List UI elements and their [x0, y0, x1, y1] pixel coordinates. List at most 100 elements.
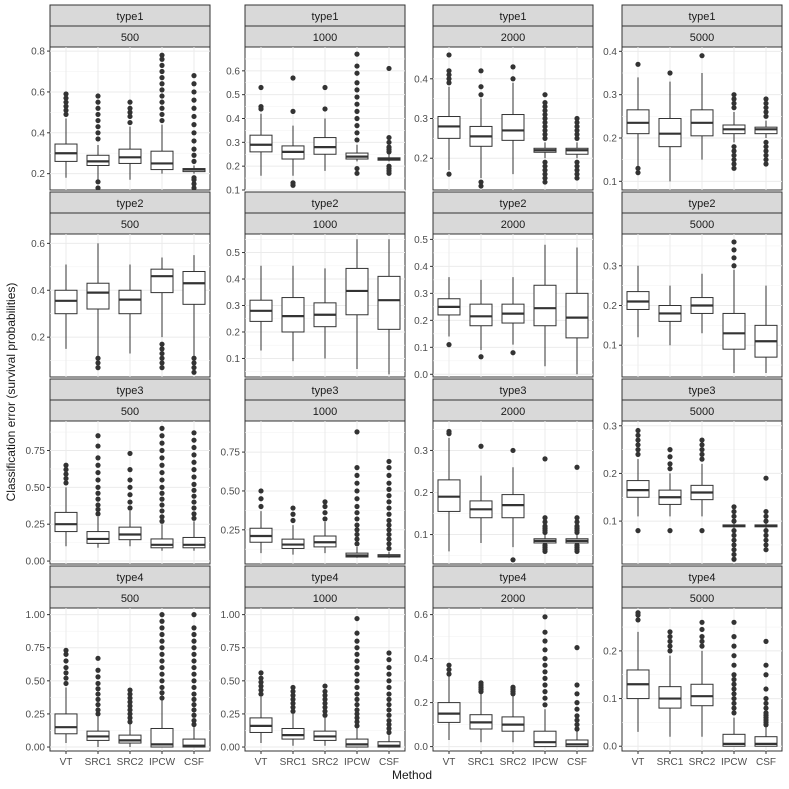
y-tick-label: 0.1: [414, 530, 428, 541]
outlier-point: [763, 547, 769, 553]
outlier-point: [191, 481, 197, 487]
y-tick-label: 0.3: [603, 421, 617, 432]
outlier-point: [731, 518, 737, 524]
outlier-point: [731, 643, 737, 649]
outlier-point: [191, 181, 197, 187]
box-ipcw: [722, 92, 746, 171]
outlier-point: [159, 690, 165, 696]
outlier-point: [542, 135, 548, 141]
outlier-point: [699, 528, 705, 534]
y-tick-label: 0.3: [226, 138, 240, 149]
outlier-point: [635, 447, 641, 453]
box-ipcw: [533, 244, 557, 367]
strip-n-label: 5000: [690, 593, 714, 605]
y-tick-label: 0.6: [414, 610, 428, 621]
box-ipcw: [722, 619, 746, 747]
strip-n-label: 500: [121, 32, 139, 44]
outlier-point: [258, 103, 264, 110]
outlier-point: [258, 670, 264, 676]
outlier-point: [667, 528, 673, 534]
outlier-point: [322, 712, 328, 718]
outlier-point: [159, 625, 165, 631]
box-iqr: [345, 738, 369, 748]
strip-type-label: type1: [500, 11, 527, 23]
y-tick-label: 0.0: [414, 370, 428, 381]
outlier-point: [191, 146, 197, 152]
outlier-point: [95, 124, 101, 130]
strip-n: 500: [49, 399, 211, 422]
box-src2: [690, 273, 714, 334]
box-csf: [565, 645, 589, 748]
strip-type-label: type4: [312, 572, 339, 584]
outlier-point: [95, 105, 101, 111]
box-iqr: [722, 733, 746, 747]
outlier-point: [478, 443, 484, 449]
outlier-point: [290, 704, 296, 710]
y-tick-label: 0.3: [414, 114, 428, 125]
outlier-point: [354, 696, 360, 702]
outlier-point: [127, 715, 133, 721]
box-vt: [437, 662, 461, 740]
x-tick-label: SRC2: [500, 757, 527, 768]
outlier-point: [386, 134, 392, 141]
box-ipcw: [722, 504, 746, 562]
box-vt: [54, 647, 78, 744]
outlier-point: [159, 440, 165, 446]
y-tick-label: 0.2: [31, 333, 45, 344]
outlier-point: [386, 517, 392, 524]
outlier-point: [63, 670, 69, 676]
outlier-point: [542, 515, 548, 521]
strip-type: type2: [49, 191, 211, 214]
outlier-point: [510, 684, 516, 690]
outlier-point: [191, 658, 197, 664]
outlier-point: [574, 523, 580, 529]
outlier-point: [386, 721, 392, 728]
outlier-point: [63, 467, 69, 473]
y-tick-label: 0.4: [31, 286, 45, 297]
outlier-point: [731, 672, 737, 678]
strip-n-label: 1000: [313, 32, 337, 44]
outlier-point: [354, 536, 360, 542]
outlier-point: [159, 618, 165, 624]
y-tick-label: 0.2: [414, 154, 428, 165]
outlier-point: [763, 532, 769, 539]
outlier-point: [159, 433, 165, 439]
outlier-point: [159, 651, 165, 657]
outlier-point: [159, 678, 165, 684]
outlier-point: [95, 686, 101, 692]
outlier-point: [191, 691, 197, 697]
box-vt: [249, 265, 273, 351]
strip-type: type4: [621, 565, 783, 588]
outlier-point: [354, 671, 360, 677]
box-src2: [313, 268, 337, 359]
box-vt: [54, 91, 78, 178]
strip-n: 500: [49, 586, 211, 609]
outlier-point: [478, 84, 484, 90]
y-tick-label: 0.25: [26, 520, 46, 531]
box-vt: [249, 84, 273, 176]
outlier-point: [510, 76, 516, 82]
box-iqr: [150, 727, 174, 748]
outlier-point: [191, 355, 197, 361]
outlier-point: [159, 469, 165, 476]
outlier-point: [635, 170, 641, 176]
outlier-point: [386, 531, 392, 538]
outlier-point: [354, 707, 360, 713]
y-tick-label: 0.2: [414, 316, 428, 327]
outlier-point: [354, 80, 360, 86]
box-csf: [182, 73, 206, 191]
y-tick-label: 0.4: [226, 114, 240, 125]
outlier-point: [63, 99, 69, 105]
outlier-point: [191, 712, 197, 718]
x-tick-label: IPCW: [721, 757, 748, 768]
strip-type-label: type1: [117, 11, 144, 23]
strip-type: type3: [432, 378, 594, 401]
outlier-point: [763, 157, 769, 163]
strip-n-label: 500: [121, 406, 139, 418]
outlier-point: [478, 680, 484, 686]
x-tick-label: SRC1: [280, 757, 307, 768]
outlier-point: [731, 556, 737, 562]
box-src2: [118, 687, 142, 748]
box-csf: [754, 96, 778, 167]
outlier-point: [127, 99, 133, 105]
